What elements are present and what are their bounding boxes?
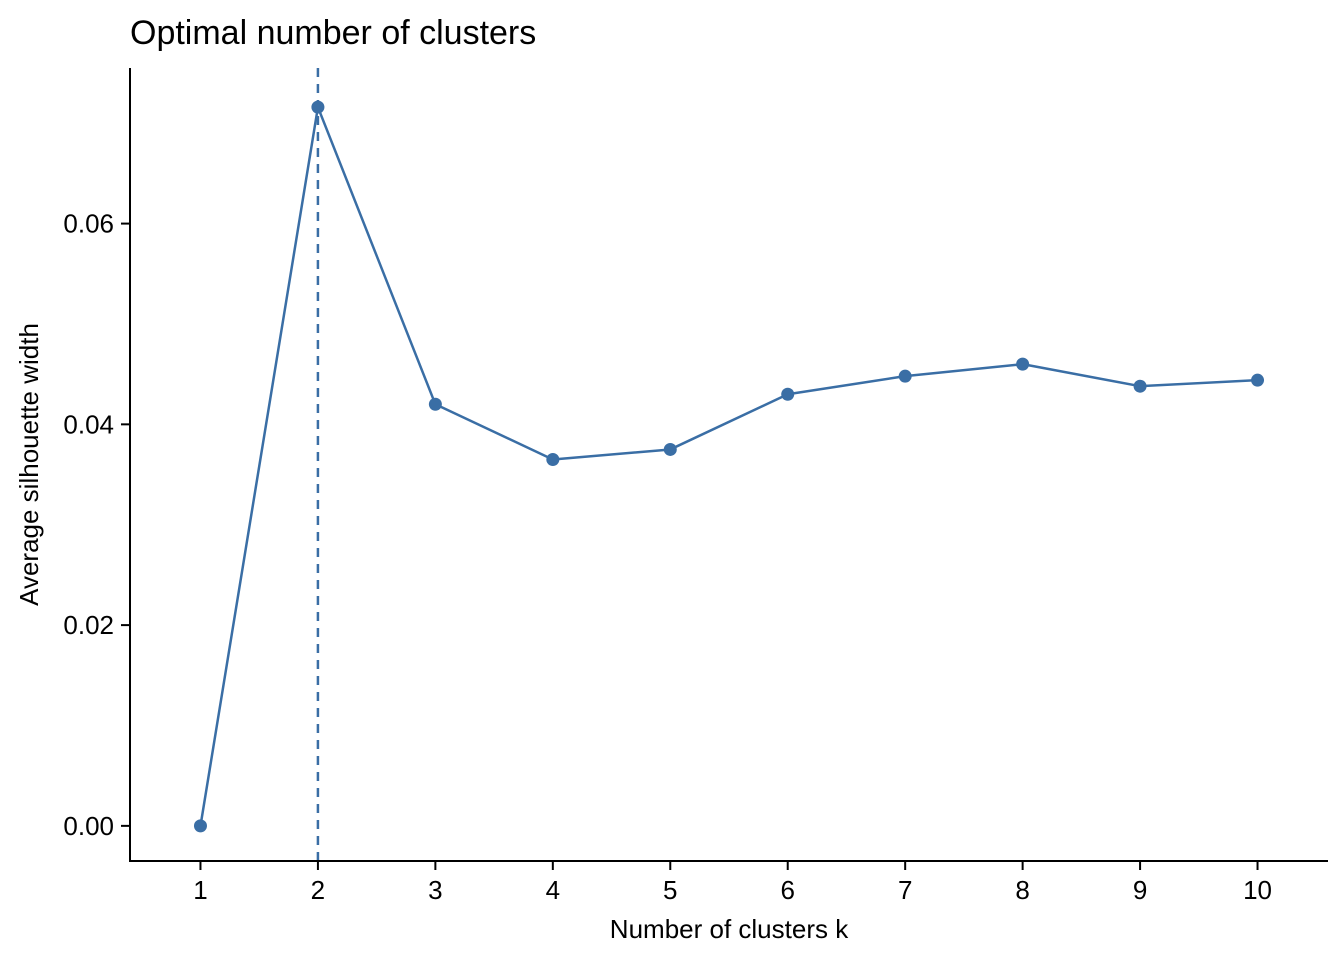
- data-point: [898, 369, 912, 383]
- series-line: [199, 105, 1258, 827]
- x-tick-label: 7: [898, 875, 912, 905]
- data-point: [781, 387, 795, 401]
- series-layer: [193, 100, 1265, 833]
- x-tick-label: 4: [546, 875, 560, 905]
- y-tick-label: 0.06: [63, 209, 114, 239]
- y-ticks: 0.00 0.02 0.04 0.06: [63, 209, 130, 841]
- data-point: [193, 819, 207, 833]
- x-tick-label: 10: [1243, 875, 1272, 905]
- data-point: [311, 100, 325, 114]
- y-axis-title: Average silhouette width: [14, 323, 44, 606]
- x-tick-label: 3: [428, 875, 442, 905]
- data-point: [1251, 373, 1265, 387]
- data-point: [546, 452, 560, 466]
- x-tick-label: 1: [193, 875, 207, 905]
- x-axis-title: Number of clusters k: [610, 914, 849, 944]
- x-tick-label: 8: [1015, 875, 1029, 905]
- y-tick-label: 0.02: [63, 610, 114, 640]
- x-tick-label: 6: [780, 875, 794, 905]
- x-tick-label: 2: [311, 875, 325, 905]
- chart-title: Optimal number of clusters: [130, 14, 536, 52]
- data-point: [1133, 379, 1147, 393]
- axes-layer: [129, 68, 1328, 862]
- data-point: [663, 442, 677, 456]
- x-ticks: 1 2 3 4 5 6 7 8 9 10: [193, 861, 1272, 905]
- y-tick-label: 0.04: [63, 409, 114, 439]
- data-point: [428, 397, 442, 411]
- data-point: [1016, 357, 1030, 371]
- x-tick-label: 9: [1133, 875, 1147, 905]
- x-tick-label: 5: [663, 875, 677, 905]
- y-tick-label: 0.00: [63, 811, 114, 841]
